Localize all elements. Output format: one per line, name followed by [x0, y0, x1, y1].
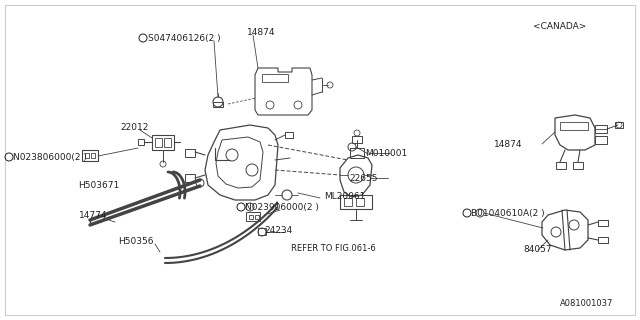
Bar [350, 148, 364, 158]
Bar [598, 220, 608, 226]
Text: 14774: 14774 [79, 211, 108, 220]
Bar [598, 237, 608, 243]
Bar [556, 162, 566, 169]
Text: B01040610A(2 ): B01040610A(2 ) [471, 209, 545, 218]
Bar [258, 228, 266, 235]
Bar [155, 138, 162, 147]
Text: 84057: 84057 [523, 244, 552, 253]
Text: 22012: 22012 [120, 123, 148, 132]
Bar [246, 212, 260, 221]
Bar [595, 125, 607, 133]
Bar [340, 195, 372, 209]
Bar [138, 139, 144, 145]
Bar [344, 198, 352, 206]
Bar [185, 174, 195, 182]
Bar [213, 102, 223, 107]
Text: 14874: 14874 [247, 28, 275, 36]
Bar [573, 162, 583, 169]
Text: 14874: 14874 [494, 140, 522, 148]
Bar [91, 153, 95, 158]
Bar [164, 138, 171, 147]
Text: A081001037: A081001037 [560, 299, 613, 308]
Bar [255, 215, 259, 219]
Text: M010001: M010001 [365, 148, 407, 157]
Bar [82, 150, 98, 161]
Bar [595, 136, 607, 144]
Text: H50356: H50356 [118, 236, 154, 245]
Bar [249, 215, 253, 219]
Bar [356, 198, 364, 206]
Bar [85, 153, 89, 158]
Text: 22655: 22655 [349, 173, 378, 182]
Bar [285, 132, 293, 138]
Text: REFER TO FIG.061-6: REFER TO FIG.061-6 [291, 244, 376, 252]
Text: <CANADA>: <CANADA> [533, 21, 586, 30]
Bar [615, 122, 623, 128]
Text: 24234: 24234 [264, 226, 292, 235]
Text: N023806000(2 ): N023806000(2 ) [13, 153, 87, 162]
Text: N023906000(2 ): N023906000(2 ) [245, 203, 319, 212]
Bar [185, 149, 195, 157]
Text: S047406126(2 ): S047406126(2 ) [148, 34, 221, 43]
Text: H503671: H503671 [78, 180, 119, 189]
Bar [352, 136, 362, 143]
Bar [152, 135, 174, 150]
Text: ML20061: ML20061 [324, 191, 365, 201]
